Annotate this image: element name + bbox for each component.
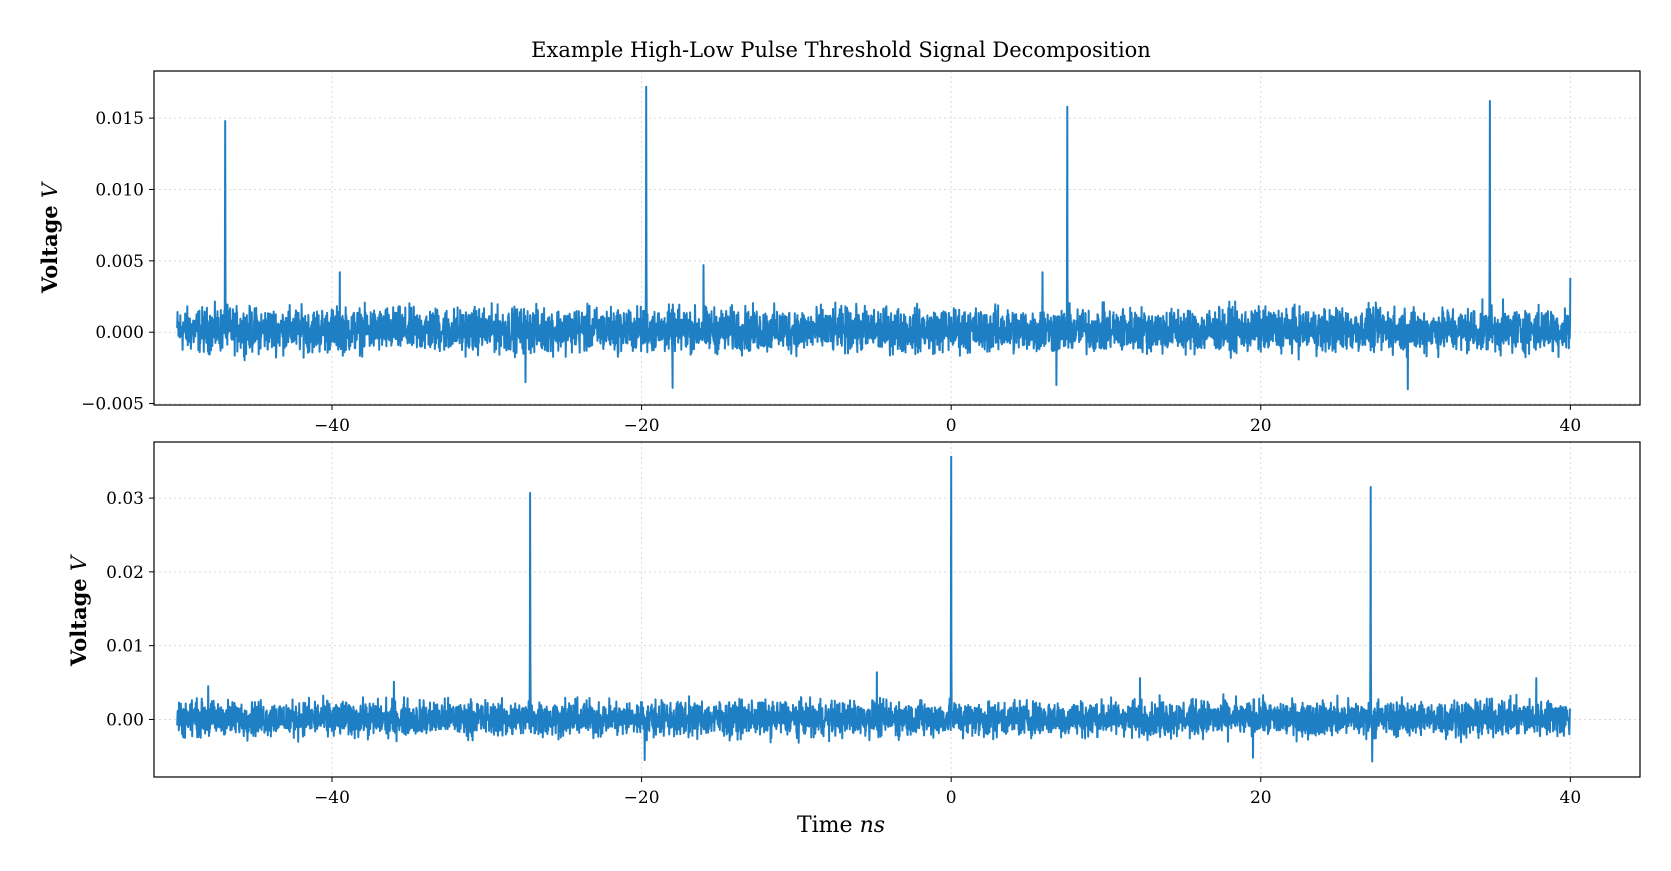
top-panel: −40 −20 0 20 40 −0.005 0.000 0.005 0.010 0.015 Vo… — [37, 70, 1641, 436]
top-panel-signal-line — [176, 85, 1572, 391]
y-tick-label: 0.03 — [106, 489, 144, 509]
y-tick-label: 0.00 — [106, 710, 144, 730]
bottom-panel: −40 −20 0 20 40 0.00 0.01 0.02 0.03 Voltage V Ti… — [66, 441, 1641, 838]
x-tick-label: 20 — [1250, 416, 1272, 436]
x-tick-label: −40 — [314, 788, 350, 808]
y-tick-label: 0.02 — [106, 563, 144, 583]
y-tick-label: −0.005 — [81, 395, 144, 415]
y-tick-label: 0.005 — [95, 252, 144, 272]
bottom-panel-y-axis-label: Voltage V — [66, 554, 91, 667]
x-tick-label: −20 — [624, 788, 660, 808]
y-tick-label: 0.015 — [95, 109, 144, 129]
x-tick-label: −20 — [624, 416, 660, 436]
bottom-panel-ticks: −40 −20 0 20 40 0.00 0.01 0.02 0.03 — [106, 489, 1581, 808]
y-tick-label: 0.010 — [95, 180, 144, 200]
x-tick-label: −40 — [314, 416, 350, 436]
bottom-panel-signal-line — [176, 455, 1572, 763]
x-tick-label: 20 — [1250, 788, 1272, 808]
top-panel-y-axis-label: Voltage V — [37, 181, 62, 294]
chart-title: Example High-Low Pulse Threshold Signal … — [531, 38, 1151, 62]
top-panel-ticks: −40 −20 0 20 40 −0.005 0.000 0.005 0.010 0.015 — [81, 109, 1581, 436]
x-tick-label: 40 — [1560, 416, 1582, 436]
x-tick-label: 40 — [1560, 788, 1582, 808]
y-tick-label: 0.000 — [95, 323, 144, 343]
bottom-panel-frame — [153, 441, 1641, 778]
x-tick-label: 0 — [946, 788, 957, 808]
top-panel-frame — [153, 70, 1641, 406]
y-tick-label: 0.01 — [106, 637, 144, 657]
x-axis-label: Time ns — [797, 813, 885, 838]
top-panel-grid — [154, 71, 1640, 405]
x-tick-label: 0 — [946, 416, 957, 436]
